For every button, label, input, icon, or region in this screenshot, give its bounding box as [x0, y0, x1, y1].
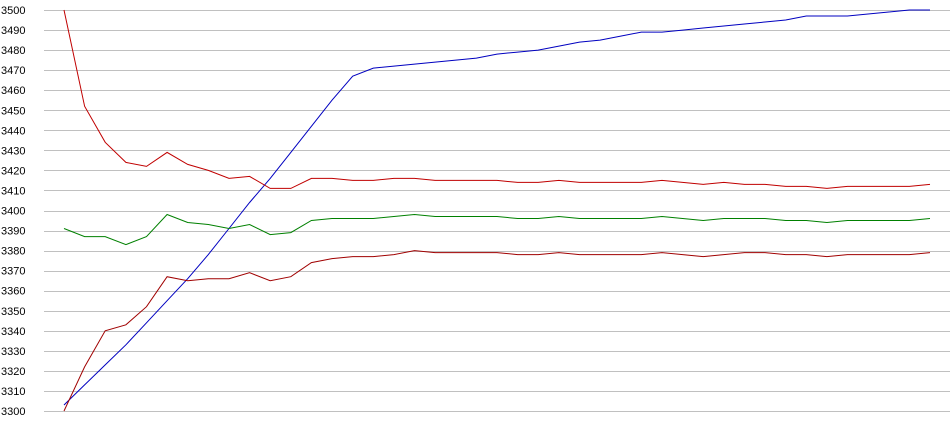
- y-tick-label: 3310: [1, 386, 25, 398]
- series-layer: [63, 9, 931, 412]
- y-tick-label: 3480: [1, 45, 25, 57]
- y-tick-label: 3490: [1, 25, 25, 37]
- series-line-3: [63, 213, 931, 246]
- series-line-1: [63, 9, 930, 406]
- y-tick-label: 3460: [1, 85, 25, 97]
- y-tick-label: 3380: [1, 246, 25, 258]
- y-tick-label: 3410: [1, 185, 25, 197]
- y-tick-label: 3330: [1, 346, 25, 358]
- y-tick-label: 3420: [1, 165, 25, 177]
- y-tick-label: 3400: [1, 206, 25, 218]
- y-tick-label: 3340: [1, 326, 25, 338]
- y-tick-label: 3500: [1, 5, 25, 17]
- y-tick-label: 3470: [1, 65, 25, 77]
- y-tick-label: 3360: [1, 286, 25, 298]
- grid-layer: [44, 10, 950, 412]
- y-tick-label: 3350: [1, 306, 25, 318]
- series-line-2: [63, 9, 931, 189]
- y-tick-label: 3320: [1, 366, 25, 378]
- y-tick-label: 3370: [1, 266, 25, 278]
- y-tick-label: 3450: [1, 105, 25, 117]
- y-tick-label: 3430: [1, 145, 25, 157]
- series-line-4: [63, 250, 931, 412]
- y-tick-label: 3390: [1, 226, 25, 238]
- y-tick-label: 3300: [1, 406, 25, 418]
- y-tick-label: 3440: [1, 125, 25, 137]
- y-tick-labels: 3300 3310 3320 3330 3340 3350 3360 3370 3380 3390…: [1, 5, 25, 418]
